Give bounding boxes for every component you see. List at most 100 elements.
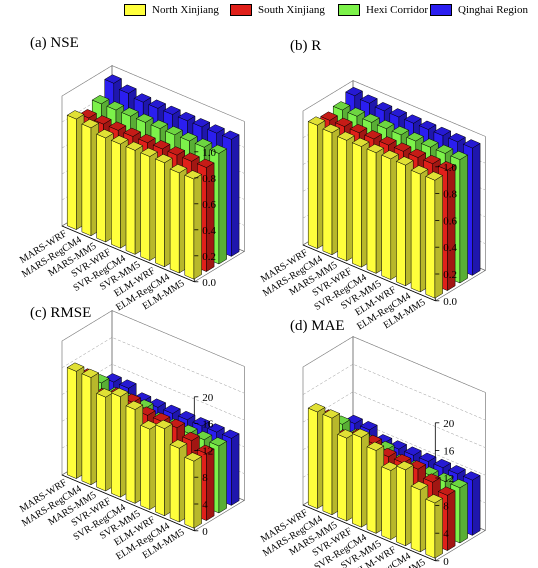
- z-tick-label: 12: [443, 473, 454, 485]
- bar-north-xinjiang: [410, 165, 429, 293]
- legend-label: Qinghai Region: [458, 4, 528, 16]
- z-tick-label: 1.0: [443, 162, 457, 174]
- bar-top-face: [334, 117, 353, 127]
- z-tick-label: 0.2: [443, 269, 457, 281]
- bar-top-face: [162, 105, 181, 115]
- bar-top-face: [194, 138, 213, 148]
- bar-top-face: [332, 101, 351, 111]
- bar-top-face: [152, 412, 171, 422]
- bar-side-face: [218, 440, 227, 514]
- bar-top-face: [207, 423, 225, 433]
- bar-front-face: [155, 158, 165, 268]
- bar-top-face: [408, 148, 427, 158]
- bar-side-face: [472, 142, 481, 276]
- bars: [66, 362, 240, 529]
- z-tick-label: 4: [202, 499, 208, 511]
- bar-front-face: [337, 136, 347, 262]
- panel-title: (a) NSE: [30, 35, 79, 51]
- bar-top-face: [347, 107, 366, 117]
- bar-top-face: [118, 379, 137, 389]
- bar-top-face: [207, 124, 225, 134]
- legend-label: South Xinjiang: [258, 4, 325, 16]
- bar-front-face: [96, 392, 106, 492]
- category-labels: MARS-WRFMARS-RegCM4MARS-MM5SVR-WRFSVR-Re…: [18, 228, 187, 313]
- legend-swatch: [338, 4, 360, 16]
- bar-top-face: [182, 152, 200, 162]
- bar-front-face: [184, 456, 195, 529]
- bar-north-xinjiang: [169, 439, 188, 523]
- bar-north-xinjiang: [337, 131, 355, 262]
- bar-top-face: [91, 95, 110, 105]
- chart-panel-2: 0.0 0.2 0.4 0.6 0.8 1.0 MARS-WRFMARS-RegCM4MAR…: [259, 38, 486, 332]
- chart-panel-3: 0 4 8 12 16 20 MARS-WRFMARS-RegCM4MARS-MM5SVR-…: [18, 305, 245, 562]
- bar-front-face: [366, 446, 377, 534]
- bar-side-face: [459, 482, 468, 544]
- z-tick-label: 0: [443, 556, 449, 568]
- bar-front-face: [337, 433, 347, 522]
- bar-top-face: [66, 110, 85, 120]
- bars: [307, 86, 481, 299]
- bar-top-face: [366, 441, 385, 451]
- bar-top-face: [425, 171, 444, 181]
- bar-north-xinjiang: [395, 461, 414, 547]
- panel-title: (d) MAE: [290, 318, 345, 334]
- bar-north-xinjiang: [154, 419, 173, 517]
- bar-top-face: [137, 133, 156, 144]
- bar-top-face: [192, 118, 211, 128]
- bar-front-face: [322, 128, 333, 256]
- bar-north-xinjiang: [81, 119, 100, 237]
- z-tick-label: 8: [443, 501, 449, 513]
- bar-top-face: [337, 131, 355, 141]
- bar-north-xinjiang: [66, 362, 85, 480]
- bar-front-face: [410, 169, 421, 293]
- z-tick-label: 20: [202, 392, 214, 404]
- bar-top-face: [154, 153, 173, 164]
- bar-north-xinjiang: [307, 116, 326, 250]
- bar-north-xinjiang: [96, 129, 114, 243]
- bar-top-face: [121, 107, 139, 117]
- bar-top-face: [177, 111, 196, 122]
- z-ticks: 0 4 8 12 16 20: [435, 418, 455, 568]
- z-tick-label: 12: [202, 445, 213, 457]
- bar-top-face: [462, 139, 481, 149]
- bar-top-face: [362, 113, 380, 123]
- bar-top-face: [393, 454, 412, 464]
- bar-top-face: [177, 410, 196, 421]
- bar-top-face: [307, 116, 326, 126]
- bar-front-face: [307, 121, 318, 249]
- bar-top-face: [376, 119, 395, 129]
- z-tick-label: 0.4: [443, 242, 457, 254]
- bar-front-face: [322, 413, 333, 516]
- z-tick-label: 0.8: [443, 189, 457, 201]
- bar-front-face: [410, 485, 421, 553]
- bar-north-xinjiang: [322, 124, 341, 256]
- bar-top-face: [410, 481, 429, 491]
- bar-north-xinjiang: [154, 153, 173, 268]
- bar-north-xinjiang: [66, 110, 85, 231]
- bar-north-xinjiang: [366, 441, 385, 534]
- chart-panel-4: 048121620MARS-WRFMARS-RegCM4MARS-MM5SVR-…: [259, 318, 486, 568]
- bar-side-face: [193, 173, 202, 280]
- z-tick-label: 16: [443, 445, 455, 457]
- bar-north-xinjiang: [366, 143, 385, 274]
- bar-top-face: [406, 132, 425, 142]
- bar-north-xinjiang: [381, 461, 400, 541]
- legend-item-south-xinjiang: South Xinjiang: [230, 3, 325, 17]
- bar-north-xinjiang: [307, 403, 326, 510]
- bar-top-face: [448, 133, 466, 143]
- bar-top-face: [150, 119, 169, 129]
- x-axis-line: [61, 474, 195, 532]
- bar-top-face: [345, 86, 364, 97]
- bar-top-face: [395, 156, 414, 166]
- bar-top-face: [196, 158, 215, 168]
- bar-top-face: [104, 74, 123, 84]
- bar-top-face: [110, 135, 129, 145]
- bar-top-face: [184, 452, 203, 462]
- bar-top-face: [389, 108, 408, 118]
- bar-top-face: [106, 101, 125, 111]
- bar-north-xinjiang: [96, 388, 114, 492]
- bar-top-face: [410, 165, 429, 175]
- z-ticks: 0.0 0.2 0.4 0.6 0.8 1.0: [435, 162, 458, 308]
- bar-top-face: [378, 136, 397, 146]
- bar-top-face: [433, 458, 452, 469]
